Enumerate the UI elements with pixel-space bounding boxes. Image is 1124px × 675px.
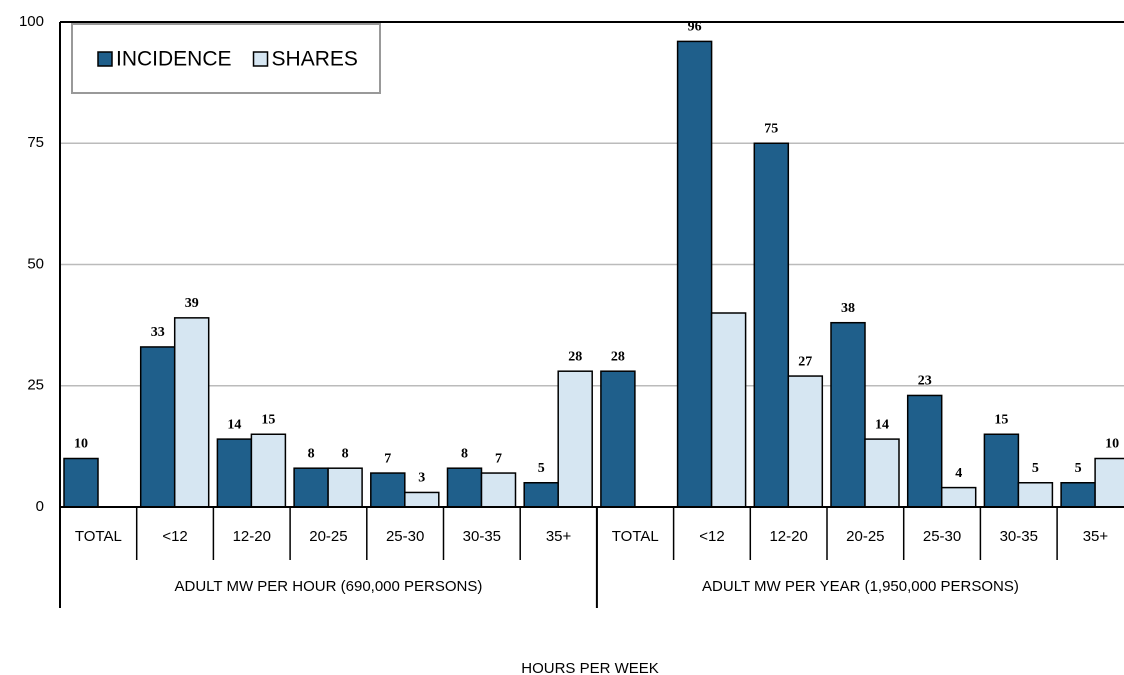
group-label: ADULT MW PER YEAR (1,950,000 PERSONS) xyxy=(702,578,1019,595)
bar xyxy=(1094,457,1124,508)
legend-label: SHARES xyxy=(272,48,358,71)
bar xyxy=(830,321,866,508)
bar xyxy=(600,370,636,508)
bar xyxy=(557,370,593,508)
y-tick-label: 25 xyxy=(27,377,44,394)
bar xyxy=(983,433,1020,508)
x-tick-label: 12-20 xyxy=(233,528,271,545)
legend-swatch xyxy=(252,51,269,67)
bar xyxy=(404,491,440,508)
value-label: 8 xyxy=(342,446,349,461)
bar xyxy=(906,394,943,508)
x-tick-label: 12-20 xyxy=(769,528,807,545)
x-tick-label: 30-35 xyxy=(1000,528,1038,545)
value-label: 5 xyxy=(1032,461,1039,476)
value-label: 39 xyxy=(185,296,199,311)
value-label: 5 xyxy=(538,461,545,476)
y-tick-label: 0 xyxy=(36,498,44,515)
x-axis-label: HOURS PER WEEK xyxy=(521,660,659,675)
bar xyxy=(370,472,406,508)
value-label: 5 xyxy=(1075,461,1082,476)
y-tick-label: 50 xyxy=(27,255,44,272)
bar xyxy=(216,438,253,508)
bar xyxy=(63,457,99,508)
legend-label: INCIDENCE xyxy=(116,48,232,71)
value-label: 8 xyxy=(308,446,315,461)
bar xyxy=(710,312,747,508)
bar xyxy=(753,142,790,508)
bar xyxy=(523,482,559,508)
value-label: 10 xyxy=(74,437,88,452)
bar xyxy=(1060,482,1096,508)
y-tick-label: 75 xyxy=(27,134,44,151)
value-label: 96 xyxy=(688,20,702,35)
x-tick-label: 30-35 xyxy=(463,528,501,545)
x-tick-label: <12 xyxy=(699,528,724,545)
x-tick-label: TOTAL xyxy=(612,528,659,545)
bar xyxy=(940,486,977,508)
legend-box xyxy=(71,23,381,94)
bar xyxy=(446,467,483,508)
value-label: 15 xyxy=(261,412,275,427)
bar xyxy=(1017,482,1054,508)
y-tick-label: 100 xyxy=(19,13,44,30)
value-label: 33 xyxy=(151,325,165,340)
bar xyxy=(480,472,517,508)
bar xyxy=(173,317,210,508)
value-label: 15 xyxy=(994,412,1008,427)
value-label: 10 xyxy=(1105,437,1119,452)
bar xyxy=(676,40,713,508)
bar xyxy=(787,375,824,508)
x-tick-label: 20-25 xyxy=(846,528,884,545)
bar xyxy=(864,438,900,508)
bar xyxy=(293,467,329,508)
value-label: 14 xyxy=(227,417,241,432)
x-tick-label: 35+ xyxy=(546,528,572,545)
x-tick-label: 25-30 xyxy=(923,528,961,545)
value-label: 28 xyxy=(568,349,582,364)
value-label: 4 xyxy=(955,466,962,481)
value-label: 7 xyxy=(495,451,502,466)
x-tick-label: 20-25 xyxy=(309,528,347,545)
group-label: ADULT MW PER HOUR (690,000 PERSONS) xyxy=(175,578,483,595)
value-label: 7 xyxy=(384,451,391,466)
value-label: 14 xyxy=(875,417,889,432)
value-label: 75 xyxy=(764,121,778,136)
bar xyxy=(139,346,176,508)
x-tick-label: <12 xyxy=(162,528,187,545)
x-tick-label: 25-30 xyxy=(386,528,424,545)
value-label: 3 xyxy=(418,471,425,486)
bar xyxy=(250,433,287,508)
x-tick-label: 35+ xyxy=(1083,528,1109,545)
value-label: 8 xyxy=(461,446,468,461)
value-label: 23 xyxy=(918,374,932,389)
value-label: 38 xyxy=(841,301,855,316)
legend-swatch xyxy=(97,51,113,67)
value-label: 27 xyxy=(798,354,812,369)
value-label: 28 xyxy=(611,349,625,364)
x-tick-label: TOTAL xyxy=(75,528,122,545)
bar xyxy=(327,467,363,508)
